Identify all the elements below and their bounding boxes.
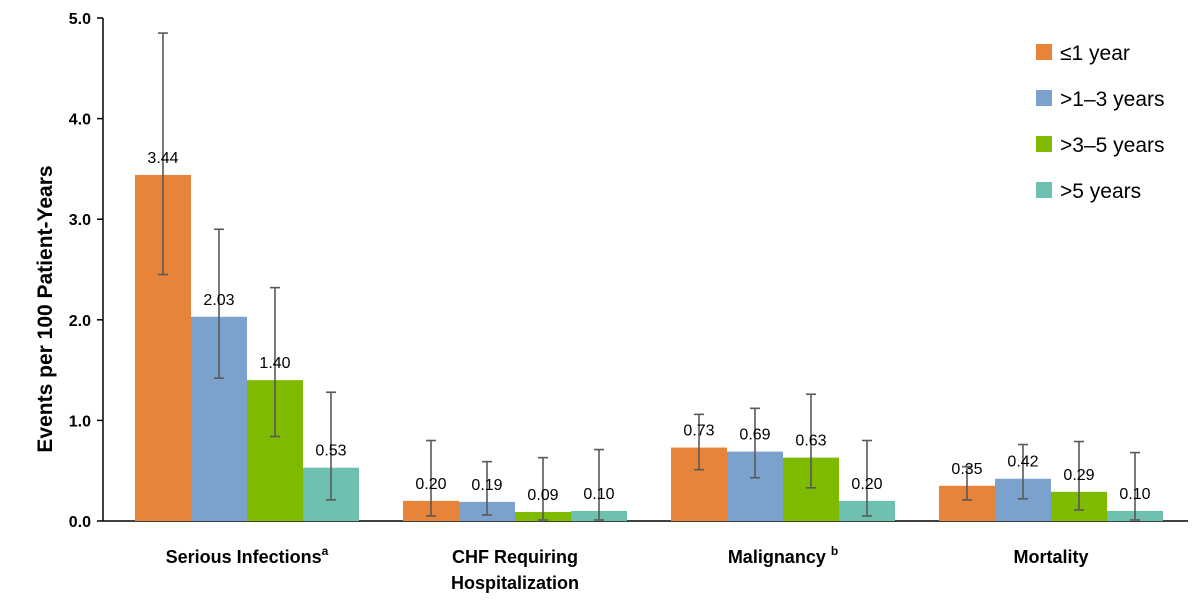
error-bar <box>594 448 604 521</box>
data-label: 0.63 <box>795 433 826 450</box>
legend-label: >1–3 years <box>1060 88 1165 111</box>
error-bar <box>862 439 872 517</box>
data-label: 0.20 <box>415 476 446 493</box>
data-label: 0.69 <box>739 427 770 444</box>
category-label-text: Mortality <box>1013 547 1088 567</box>
data-label: 0.10 <box>583 486 614 503</box>
y-tick-label: 1.0 <box>69 413 91 430</box>
data-label: 0.10 <box>1119 486 1150 503</box>
y-tick-label: 0.0 <box>69 514 91 531</box>
data-label: 0.73 <box>683 423 714 440</box>
y-tick-label: 4.0 <box>69 112 91 129</box>
error-bar <box>750 407 760 479</box>
category-label-text: Malignancy <box>728 547 831 567</box>
category-superscript: b <box>831 544 838 558</box>
data-label: 0.29 <box>1063 467 1094 484</box>
error-bar <box>694 413 704 471</box>
data-label: 0.53 <box>315 443 346 460</box>
error-bar <box>1074 440 1084 511</box>
data-label: 2.03 <box>203 292 234 309</box>
category-label: Serious Infectionsa <box>166 544 329 567</box>
error-bar <box>538 456 548 521</box>
error-bar <box>962 465 972 501</box>
error-bar <box>482 460 492 516</box>
category-label: Hospitalization <box>451 573 579 593</box>
legend-swatch <box>1036 90 1052 106</box>
legend-label: >3–5 years <box>1060 134 1165 157</box>
error-bar <box>1130 451 1140 521</box>
error-bar <box>270 286 280 438</box>
category-superscript: a <box>322 544 329 558</box>
legend-swatch <box>1036 44 1052 60</box>
error-bar <box>158 32 168 276</box>
category-label-text: Serious Infections <box>166 547 322 567</box>
y-tick-label: 2.0 <box>69 313 91 330</box>
legend-item: ≤1 year <box>1036 42 1130 65</box>
legend-swatch <box>1036 182 1052 198</box>
legend-swatch <box>1036 136 1052 152</box>
error-bar <box>326 391 336 501</box>
error-bar <box>426 439 436 517</box>
category-label-text: Hospitalization <box>451 573 579 593</box>
legend-label: ≤1 year <box>1060 42 1130 65</box>
y-axis-label: Events per 100 Patient-Years <box>34 165 57 452</box>
category-label: Malignancy b <box>728 544 838 567</box>
data-label: 1.40 <box>259 355 290 372</box>
legend: ≤1 year >1–3 years >3–5 years >5 years <box>1036 42 1165 203</box>
category-label-text: CHF Requiring <box>452 547 578 567</box>
legend-item: >1–3 years <box>1036 88 1165 111</box>
category-label: CHF Requiring <box>452 547 578 567</box>
error-bar <box>1018 443 1028 500</box>
data-label: 0.42 <box>1007 454 1038 471</box>
y-tick-label: 3.0 <box>69 212 91 229</box>
error-bar <box>806 393 816 489</box>
category-label: Mortality <box>1013 547 1088 567</box>
data-label: 0.19 <box>471 477 502 494</box>
data-label: 0.20 <box>851 476 882 493</box>
y-tick-label: 5.0 <box>69 11 91 28</box>
data-label: 0.35 <box>951 461 982 478</box>
data-label: 0.09 <box>527 487 558 504</box>
error-bar <box>214 228 224 379</box>
legend-item: >5 years <box>1036 180 1141 203</box>
legend-item: >3–5 years <box>1036 134 1165 157</box>
legend-label: >5 years <box>1060 180 1141 203</box>
data-label: 3.44 <box>147 150 178 167</box>
